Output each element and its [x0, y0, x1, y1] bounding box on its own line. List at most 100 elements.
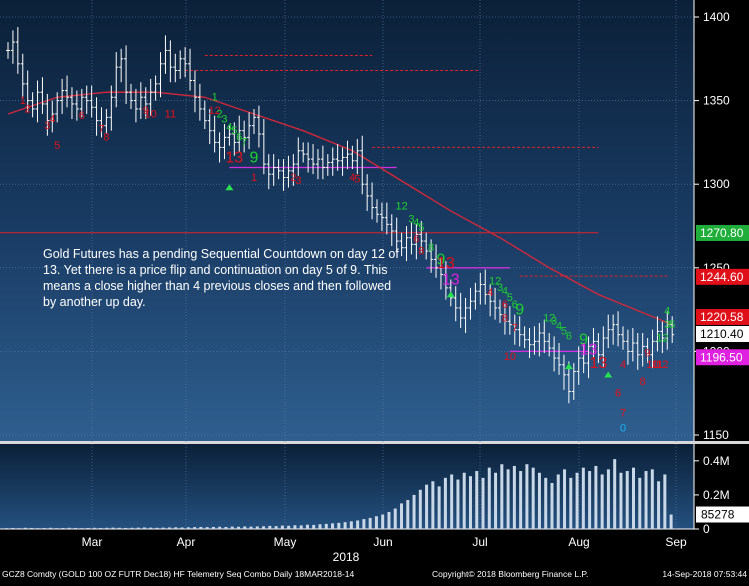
volume-bar [174, 527, 178, 529]
volume-bar [556, 474, 560, 529]
volume-bar [305, 524, 309, 529]
month-label: Jun [373, 535, 392, 549]
volume-bars [5, 459, 673, 529]
volume-bar [262, 526, 266, 529]
count-label: 8 [428, 242, 434, 254]
volume-bar [569, 477, 573, 529]
count-label: 13 [437, 255, 455, 272]
price-tag-label: 1220.58 [700, 310, 744, 324]
count-label: 13 [442, 272, 460, 289]
y-tick-label: 1350 [703, 94, 730, 108]
count-label: 3 [295, 175, 301, 187]
volume-bar [381, 514, 385, 529]
count-label: 1 [212, 92, 218, 104]
volume-bar [36, 528, 40, 529]
volume-bar [218, 526, 222, 529]
count-label: 8 [640, 376, 646, 388]
volume-bar [249, 526, 253, 529]
volume-bar [318, 524, 322, 529]
count-label: 6 [236, 132, 242, 144]
count-label: 12 [543, 312, 555, 324]
count-label: 3 [551, 316, 557, 328]
count-label: 6 [502, 299, 508, 311]
volume-bar [519, 471, 523, 529]
volume-bar [632, 467, 635, 529]
volume-bar [537, 472, 541, 529]
volume-bar [343, 522, 347, 529]
y-tick-label: 1300 [703, 177, 730, 191]
count-label: 2 [290, 172, 296, 184]
count-label: 4 [620, 359, 626, 371]
volume-bar [243, 526, 247, 529]
volume-tag-label: 85278 [701, 508, 735, 522]
volume-bar [331, 523, 335, 529]
volume-bar [287, 525, 291, 529]
volume-bar [274, 526, 278, 529]
count-label: 4 [664, 306, 670, 318]
volume-bar [393, 508, 397, 529]
volume-bar [581, 467, 585, 529]
count-label: 1 [251, 172, 257, 184]
count-label: 3 [408, 214, 414, 226]
volume-bar [669, 514, 673, 529]
volume-bar [142, 527, 146, 529]
volume-bar [193, 527, 197, 529]
panel-divider [0, 441, 749, 444]
price-bars [6, 27, 675, 404]
volume-bar [638, 477, 642, 529]
price-tags: 1270.80 1244.60 1220.58 1210.40 1196.50 [696, 225, 749, 366]
month-label: Aug [568, 535, 589, 549]
volume-bar [425, 484, 429, 529]
price-tag-box [696, 326, 749, 343]
count-label: 12 [395, 200, 407, 212]
volume-bar [205, 527, 209, 529]
price-tag-box [696, 225, 749, 242]
volume-bar [625, 471, 629, 529]
volume-bar [418, 489, 422, 529]
volume-bar [368, 517, 372, 529]
volume-bar [512, 465, 516, 529]
volume-bar [11, 527, 15, 529]
volume-bar [161, 527, 165, 529]
month-label: Mar [82, 535, 103, 549]
price-tag-label: 1210.40 [700, 327, 744, 341]
count-label: 6 [566, 331, 572, 343]
volume-bar [374, 516, 378, 529]
count-label: 13 [225, 149, 243, 166]
count-label: 5 [418, 222, 424, 234]
count-label: 4 [226, 122, 232, 134]
count-label: 10 [145, 108, 157, 120]
volume-bar [456, 479, 460, 529]
volume-tag-box [696, 506, 749, 523]
count-label: 7 [98, 123, 104, 135]
count-label: 9 [250, 149, 259, 166]
count-label: 12 [209, 105, 221, 117]
volume-bar [42, 527, 46, 529]
volume-bar [280, 525, 284, 529]
count-label: 4 [556, 321, 562, 333]
price-axis: 140013501300125012001150 [694, 10, 730, 442]
volume-bar [17, 528, 21, 529]
volume-bar [525, 464, 529, 529]
year-label: 2018 [333, 550, 360, 564]
price-panel-background [0, 0, 694, 441]
volume-bar [186, 527, 190, 529]
volume-bar [544, 477, 548, 529]
count-label: 4 [487, 287, 493, 299]
price-tag-label: 1270.80 [700, 226, 744, 240]
volume-bar [211, 526, 215, 529]
volume-tick-label: 0 [703, 522, 710, 536]
count-label: 3 [497, 282, 503, 294]
volume-bar [506, 469, 510, 529]
count-label: 2 [25, 103, 31, 115]
volume-bar [650, 469, 654, 529]
count-label: 8 [418, 245, 424, 257]
volume-bar [30, 527, 34, 529]
y-tick-label: 1150 [703, 428, 729, 442]
count-label: 13 [580, 342, 598, 359]
volume-bar [293, 525, 297, 529]
count-label: 11 [165, 108, 176, 120]
volume-bar [86, 527, 90, 529]
count-label: 3 [221, 113, 227, 125]
